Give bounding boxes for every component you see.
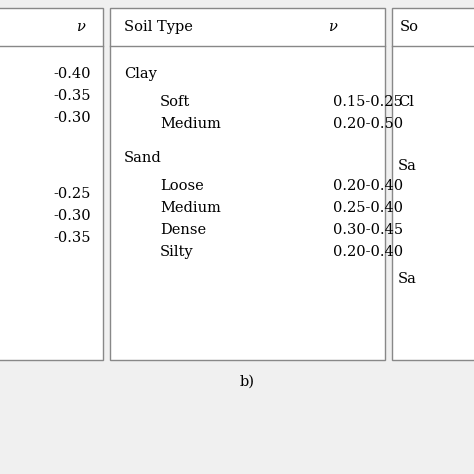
Text: -0.40: -0.40: [54, 67, 91, 81]
Text: Dense: Dense: [160, 223, 206, 237]
Bar: [392, 8, 474, 360]
Text: Soft: Soft: [160, 95, 190, 109]
Text: 0.15-0.25: 0.15-0.25: [333, 95, 403, 109]
Text: Loose: Loose: [160, 179, 204, 193]
Text: Silty: Silty: [160, 245, 193, 259]
Text: 0.20-0.40: 0.20-0.40: [333, 245, 403, 259]
Text: ν: ν: [328, 20, 337, 34]
Text: Soil Type: Soil Type: [124, 20, 193, 34]
Text: Cl: Cl: [398, 95, 414, 109]
Text: 0.25-0.40: 0.25-0.40: [333, 201, 403, 215]
Text: 0.20-0.40: 0.20-0.40: [333, 179, 403, 193]
Text: -0.25: -0.25: [54, 187, 91, 201]
Text: -0.35: -0.35: [54, 89, 91, 103]
Text: -0.35: -0.35: [54, 231, 91, 245]
Text: Medium: Medium: [160, 201, 221, 215]
Text: So: So: [400, 20, 419, 34]
Text: Sand: Sand: [124, 151, 162, 165]
Text: -0.30: -0.30: [54, 111, 91, 125]
Text: 0.20-0.50: 0.20-0.50: [333, 117, 403, 131]
Text: Sa: Sa: [398, 159, 417, 173]
Text: Clay: Clay: [124, 67, 157, 81]
Text: Sa: Sa: [398, 272, 417, 286]
Text: 0.30-0.45: 0.30-0.45: [333, 223, 403, 237]
Bar: [110, 8, 385, 360]
Bar: [0, 8, 103, 360]
Text: ν: ν: [77, 20, 85, 34]
Text: b): b): [240, 375, 255, 389]
Text: Medium: Medium: [160, 117, 221, 131]
Text: -0.30: -0.30: [54, 209, 91, 223]
